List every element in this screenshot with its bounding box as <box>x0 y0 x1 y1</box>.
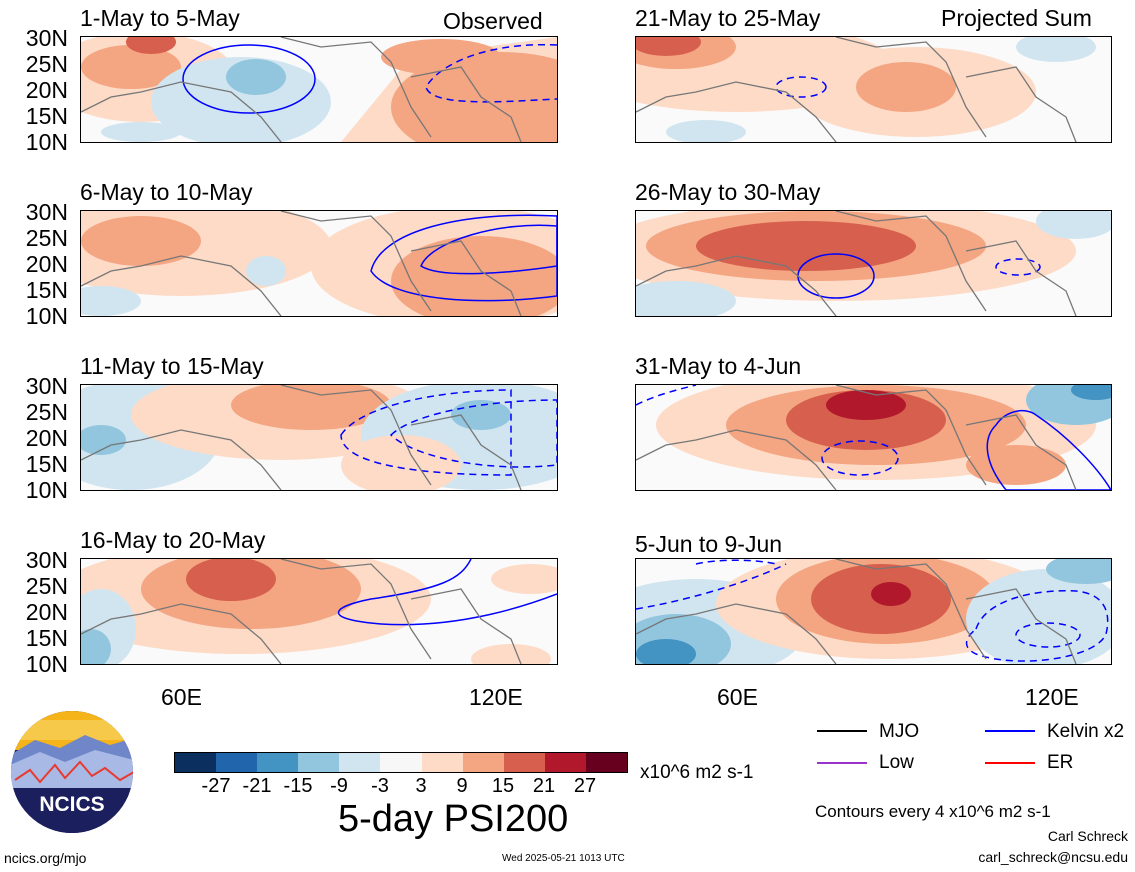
mjo-legend-line <box>817 730 867 732</box>
colorbar-swatch <box>462 753 504 772</box>
colorbar-tick-label: -9 <box>330 775 348 797</box>
lon-label: 120E <box>1025 684 1079 710</box>
colorbar-tick-label: 15 <box>491 775 515 797</box>
colorbar-swatch <box>175 753 217 772</box>
colorbar-tick-label: -21 <box>242 775 272 797</box>
er-legend-line <box>985 762 1035 764</box>
panel-title: 1-May to 5-May <box>80 5 240 31</box>
panel-title: 31-May to 4-Jun <box>635 353 802 379</box>
lat-label: 25N <box>25 399 68 425</box>
lat-label: 20N <box>25 77 68 103</box>
map-panel-3 <box>80 210 558 317</box>
kelvin-legend-label: Kelvin x2 <box>1047 721 1125 742</box>
lat-label: 30N <box>25 25 68 51</box>
colorbar-swatch <box>380 753 422 772</box>
logo-text: NCICS <box>39 793 104 816</box>
timestamp: Wed 2025-05-21 1013 UTC <box>502 853 625 864</box>
lon-label: 60E <box>161 684 202 710</box>
colorbar-tick-label: 21 <box>532 775 556 797</box>
lat-label: 20N <box>25 425 68 451</box>
lat-label: 25N <box>25 225 68 251</box>
lat-label: 15N <box>25 451 68 477</box>
lat-label: 20N <box>25 251 68 277</box>
lat-label: 30N <box>25 199 68 225</box>
colorbar-tick-label: 27 <box>573 775 597 797</box>
panel-title: 11-May to 15-May <box>80 353 264 379</box>
map-panel-5 <box>80 384 558 491</box>
mjo-legend-label: MJO <box>879 721 920 742</box>
author-email: carl_schreck@ncsu.edu <box>978 849 1128 865</box>
panel-corner-label: Projected Sum <box>941 5 1092 31</box>
colorbar-swatch <box>339 753 381 772</box>
colorbar-swatch <box>216 753 258 772</box>
colorbar-swatch <box>421 753 463 772</box>
lat-label: 10N <box>25 129 68 155</box>
low-legend-line <box>817 762 867 764</box>
map-panel-7 <box>80 558 558 665</box>
panel-title: 26-May to 30-May <box>635 179 821 205</box>
low-legend-label: Low <box>879 752 914 773</box>
panel-corner-label: Observed <box>443 8 543 34</box>
colorbar-swatch <box>257 753 299 772</box>
kelvin-legend-line <box>985 730 1035 732</box>
panel-title: 6-May to 10-May <box>80 179 253 205</box>
lon-label: 60E <box>717 684 758 710</box>
colorbar-tick-label: -15 <box>283 775 313 797</box>
lat-label: 10N <box>25 303 68 329</box>
map-panel-4 <box>635 210 1112 317</box>
er-legend-label: ER <box>1047 752 1074 773</box>
map-panel-8 <box>635 558 1112 665</box>
lat-label: 25N <box>25 51 68 77</box>
colorbar-tick-label: -3 <box>371 775 389 797</box>
lon-label: 120E <box>469 684 523 710</box>
lat-label: 30N <box>25 547 68 573</box>
contour-note: Contours every 4 x10^6 m2 s-1 <box>815 802 1051 821</box>
main-title: 5-day PSI200 <box>338 798 569 840</box>
lat-label: 10N <box>25 651 68 677</box>
lat-label: 15N <box>25 277 68 303</box>
lat-label: 30N <box>25 373 68 399</box>
panel-title: 21-May to 25-May <box>635 5 821 31</box>
lat-label: 25N <box>25 573 68 599</box>
website-link[interactable]: ncics.org/mjo <box>4 850 87 866</box>
colorbar-units: x10^6 m2 s-1 <box>640 762 754 783</box>
colorbar-swatch <box>585 753 628 772</box>
lat-label: 10N <box>25 477 68 503</box>
lat-label: 15N <box>25 103 68 129</box>
colorbar <box>174 752 628 773</box>
panel-title: 5-Jun to 9-Jun <box>635 531 783 557</box>
lat-label: 20N <box>25 599 68 625</box>
colorbar-tick-label: 9 <box>456 775 468 797</box>
colorbar-swatch <box>298 753 340 772</box>
ncics-logo: NCICS <box>10 710 134 834</box>
map-panel-1 <box>80 36 558 143</box>
colorbar-tick-label: -27 <box>201 775 231 797</box>
panel-title: 16-May to 20-May <box>80 527 266 553</box>
colorbar-swatch <box>544 753 586 772</box>
map-panel-2 <box>635 36 1112 143</box>
map-panel-6 <box>635 384 1112 491</box>
lat-label: 15N <box>25 625 68 651</box>
colorbar-swatch <box>503 753 545 772</box>
author-name: Carl Schreck <box>1047 828 1128 844</box>
colorbar-tick-label: 3 <box>415 775 427 797</box>
